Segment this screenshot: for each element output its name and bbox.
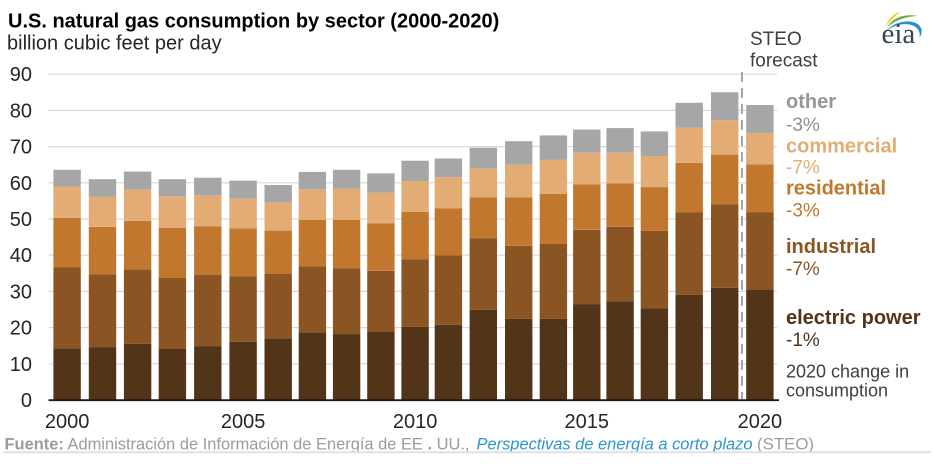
svg-text:Fuente: Administración de Info: Fuente: Administración de Información de… [5,436,470,454]
svg-text:billion cubic feet per day: billion cubic feet per day [7,33,222,55]
svg-text:industrial: industrial [786,236,876,258]
svg-text:10: 10 [10,354,32,376]
svg-text:forecast: forecast [750,51,818,72]
svg-text:70: 70 [10,137,32,159]
svg-text:STEO: STEO [750,29,802,50]
svg-text:U.S. natural gas consumption b: U.S. natural gas consumption by sector (… [8,10,499,32]
svg-text:2020: 2020 [738,411,783,433]
svg-text:-7%: -7% [786,259,820,280]
svg-text:-3%: -3% [786,115,820,136]
svg-text:-7%: -7% [786,158,820,179]
svg-text:(STEO): (STEO) [757,436,814,454]
svg-text:2015: 2015 [565,411,610,433]
svg-text:30: 30 [10,281,32,303]
svg-text:consumption: consumption [786,381,888,401]
svg-text:50: 50 [10,209,32,231]
svg-text:20: 20 [10,318,32,340]
svg-text:80: 80 [10,100,32,122]
svg-text:90: 90 [10,64,32,86]
svg-text:2020 change in: 2020 change in [786,362,909,382]
svg-text:-1%: -1% [786,330,820,351]
svg-text:-3%: -3% [786,201,820,222]
svg-text:2005: 2005 [221,411,266,433]
svg-text:eia: eia [882,18,916,50]
svg-text:60: 60 [10,173,32,195]
svg-text:residential: residential [786,178,886,200]
svg-text:0: 0 [21,390,32,412]
svg-text:other: other [786,91,836,113]
svg-text:40: 40 [10,245,32,267]
svg-text:2000: 2000 [45,411,90,433]
svg-text:commercial: commercial [786,136,897,158]
svg-text:2010: 2010 [393,411,438,433]
svg-text:Perspectivas de energía a cort: Perspectivas de energía a corto plazo [477,436,753,454]
svg-text:electric power: electric power [786,307,921,329]
